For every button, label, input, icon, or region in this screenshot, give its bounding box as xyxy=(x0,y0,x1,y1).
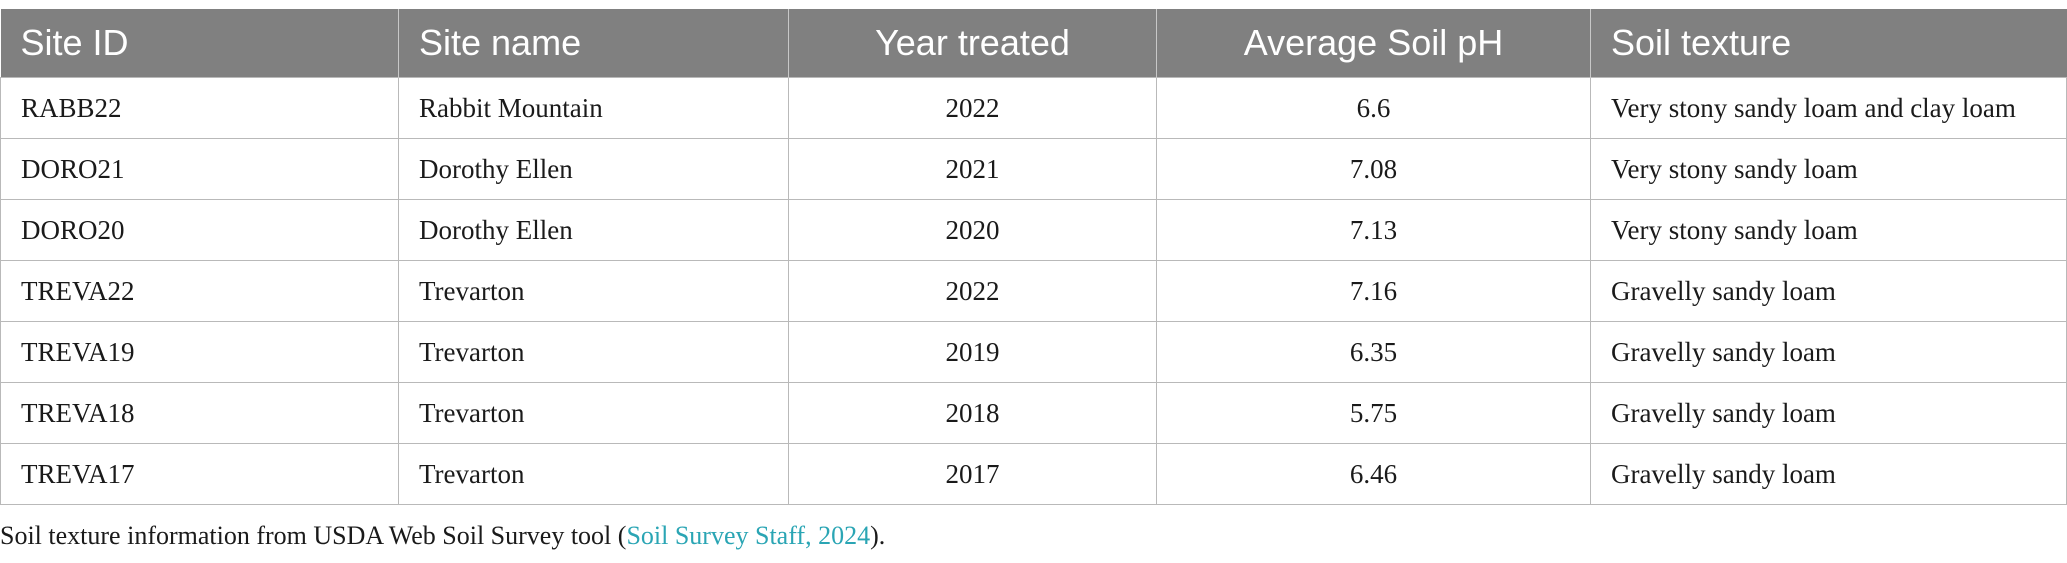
cell-soil-texture: Very stony sandy loam xyxy=(1590,138,2067,200)
cell-average-soil-ph: 7.16 xyxy=(1156,260,1591,322)
cell-site-name: Trevarton xyxy=(398,321,789,383)
cell-average-soil-ph: 6.35 xyxy=(1156,321,1591,383)
header-site-id: Site ID xyxy=(0,9,399,78)
cell-site-name: Trevarton xyxy=(398,260,789,322)
cell-soil-texture: Gravelly sandy loam xyxy=(1590,321,2067,383)
footnote-text: Soil texture information from USDA Web S… xyxy=(0,521,627,550)
cell-average-soil-ph: 7.13 xyxy=(1156,199,1591,261)
cell-average-soil-ph: 5.75 xyxy=(1156,382,1591,444)
table-row: DORO21 Dorothy Ellen 2021 7.08 Very ston… xyxy=(0,138,2067,200)
table-row: TREVA17 Trevarton 2017 6.46 Gravelly san… xyxy=(0,443,2067,505)
cell-year-treated: 2022 xyxy=(788,77,1157,139)
header-site-name: Site name xyxy=(398,9,789,78)
cell-site-name: Dorothy Ellen xyxy=(398,138,789,200)
cell-site-name: Dorothy Ellen xyxy=(398,199,789,261)
cell-soil-texture: Gravelly sandy loam xyxy=(1590,382,2067,444)
table-header-row: Site ID Site name Year treated Average S… xyxy=(0,9,2067,78)
table-row: TREVA22 Trevarton 2022 7.16 Gravelly san… xyxy=(0,260,2067,322)
cell-site-id: TREVA22 xyxy=(0,260,399,322)
footnote-closing: ). xyxy=(870,521,886,550)
cell-year-treated: 2018 xyxy=(788,382,1157,444)
cell-year-treated: 2020 xyxy=(788,199,1157,261)
cell-site-id: DORO20 xyxy=(0,199,399,261)
cell-soil-texture: Very stony sandy loam and clay loam xyxy=(1590,77,2067,139)
table-footnote: Soil texture information from USDA Web S… xyxy=(0,521,885,551)
soil-sites-table-container: Site ID Site name Year treated Average S… xyxy=(0,9,2067,505)
cell-soil-texture: Very stony sandy loam xyxy=(1590,199,2067,261)
cell-average-soil-ph: 7.08 xyxy=(1156,138,1591,200)
cell-site-id: DORO21 xyxy=(0,138,399,200)
header-year-treated: Year treated xyxy=(788,9,1157,78)
cell-year-treated: 2021 xyxy=(788,138,1157,200)
cell-soil-texture: Gravelly sandy loam xyxy=(1590,443,2067,505)
header-average-soil-ph: Average Soil pH xyxy=(1156,9,1591,78)
cell-average-soil-ph: 6.46 xyxy=(1156,443,1591,505)
cell-site-name: Trevarton xyxy=(398,443,789,505)
table-row: DORO20 Dorothy Ellen 2020 7.13 Very ston… xyxy=(0,199,2067,261)
soil-sites-table: Site ID Site name Year treated Average S… xyxy=(0,9,2067,505)
cell-average-soil-ph: 6.6 xyxy=(1156,77,1591,139)
table-row: TREVA19 Trevarton 2019 6.35 Gravelly san… xyxy=(0,321,2067,383)
cell-year-treated: 2019 xyxy=(788,321,1157,383)
cell-site-id: TREVA17 xyxy=(0,443,399,505)
cell-site-id: RABB22 xyxy=(0,77,399,139)
cell-site-id: TREVA19 xyxy=(0,321,399,383)
header-soil-texture: Soil texture xyxy=(1590,9,2067,78)
cell-year-treated: 2017 xyxy=(788,443,1157,505)
citation-link[interactable]: Soil Survey Staff, 2024 xyxy=(626,521,871,550)
table-row: TREVA18 Trevarton 2018 5.75 Gravelly san… xyxy=(0,382,2067,444)
cell-soil-texture: Gravelly sandy loam xyxy=(1590,260,2067,322)
table-row: RABB22 Rabbit Mountain 2022 6.6 Very sto… xyxy=(0,77,2067,139)
cell-site-name: Trevarton xyxy=(398,382,789,444)
cell-year-treated: 2022 xyxy=(788,260,1157,322)
cell-site-name: Rabbit Mountain xyxy=(398,77,789,139)
cell-site-id: TREVA18 xyxy=(0,382,399,444)
